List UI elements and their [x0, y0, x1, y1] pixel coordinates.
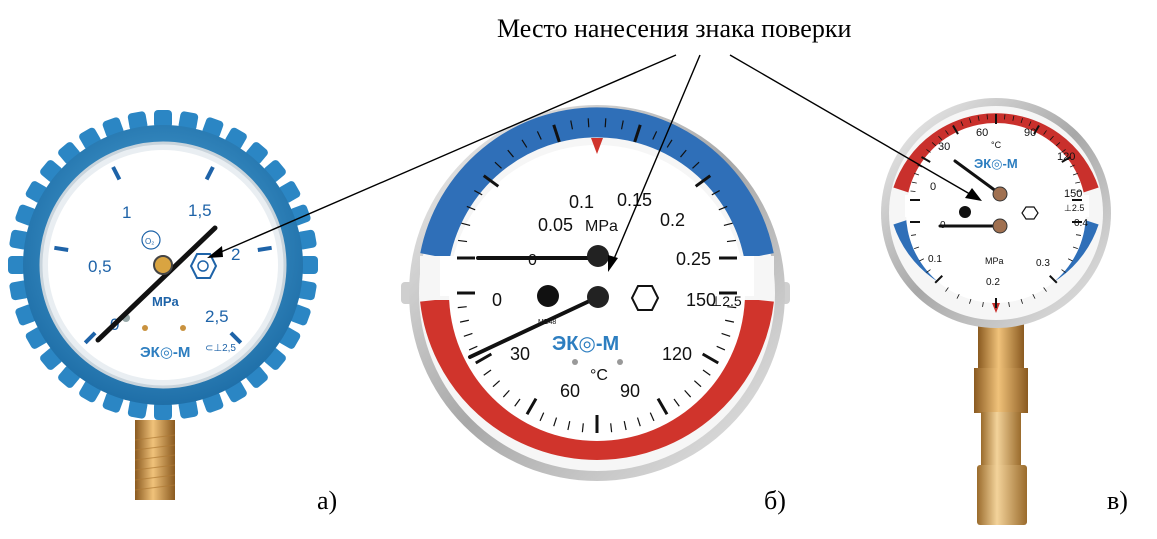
gauge-b-t-120: 120: [662, 344, 692, 364]
gauge-c-rst-emblem: [959, 206, 971, 218]
gauge-c-t-0: 0: [930, 181, 936, 193]
gauge-c-gost-emblem: [1021, 206, 1039, 220]
callout-lines: [213, 54, 976, 267]
gauge-a-brand: ЭК◎-М: [140, 344, 190, 361]
gauge-a-pivot: [153, 255, 173, 275]
gauge-b-p-0-2: 0.2: [660, 210, 685, 230]
gauge-b-pressure-unit: MPa: [585, 218, 618, 235]
gauge-b-temp-pivot: [587, 286, 609, 308]
gauge-b-temp-unit: °C: [590, 367, 608, 384]
gauge-a-oxygen-mark: [141, 230, 161, 250]
gauge-c-p-0-4: 0.4: [1074, 218, 1088, 229]
gauge-a-unit: MPa: [152, 294, 180, 309]
gauge-a: 0 0,5 1 1,5 2 2,5 O₂ MPa ЭК◎-М ⊂⊥2,5: [8, 110, 318, 500]
gauge-c-hex-nut: [978, 323, 1024, 371]
gauge-c-pressure-unit: MPa: [985, 256, 1004, 266]
gauge-b-rst-emblem: [537, 285, 559, 307]
gauge-c-brand: ЭК◎-М: [974, 156, 1018, 171]
gauge-b-red-arc: [420, 298, 774, 460]
gauge-b-brand: ЭК◎-М: [552, 333, 619, 355]
arrow-head-b: [608, 255, 618, 272]
gauge-b: 0.05 0.1 0.15 0.2 0 0.25 MPa 0 30 60 90 …: [401, 105, 790, 481]
gauge-c: 30 60 90 120 150 0 °C ЭК◎-М ⊥2.5 0 0.1 0…: [881, 98, 1111, 525]
gauge-a-gost-emblem: [189, 253, 218, 279]
gauge-b-p-0-15: 0.15: [617, 190, 652, 210]
gauge-a-needle: [95, 225, 218, 343]
gauge-a-scale-ticks: [54, 166, 272, 345]
gauge-c-pressure-pivot: [992, 218, 1008, 234]
gauge-c-temp-pivot: [992, 186, 1008, 202]
gauge-c-p-0-3: 0.3: [1036, 258, 1050, 269]
callout-line-a: [213, 54, 677, 256]
caption-a: а): [317, 486, 338, 515]
callout-title: Место нанесения знака поверки: [497, 14, 852, 43]
gauge-b-scale-ticks: [457, 118, 737, 433]
caption-c: в): [1107, 486, 1128, 515]
gauge-b-t-0: 0: [492, 290, 502, 310]
gauge-c-sleeve: [977, 465, 1027, 525]
gauge-c-thread: [981, 412, 1021, 468]
gauge-b-t-90: 90: [620, 381, 640, 401]
gauge-b-t-30: 30: [510, 344, 530, 364]
gauge-a-thread: [135, 420, 175, 500]
gauge-b-pressure-pivot: [587, 245, 609, 267]
gauge-c-temp-unit: °C: [991, 140, 1002, 150]
gauge-b-p-0: 0: [528, 252, 537, 269]
gauge-a-oxygen-text: O₂: [145, 237, 154, 246]
gauge-b-temp-needle: [468, 295, 600, 359]
arrow-head-a: [207, 246, 223, 258]
gauge-b-p-0-1: 0.1: [569, 192, 594, 212]
gauge-c-t-30: 30: [938, 141, 950, 153]
gauge-b-p-0-05: 0.05: [538, 215, 573, 235]
gauge-a-label-1: 1: [122, 203, 131, 222]
gauge-a-class-mark: ⊂⊥2,5: [205, 343, 236, 354]
gauge-a-label-0-5: 0,5: [88, 257, 112, 276]
gauge-c-temp-needle: [953, 159, 1002, 196]
gauge-c-t-60: 60: [976, 127, 988, 139]
gauge-c-t-120: 120: [1057, 151, 1075, 163]
gauge-b-class-mark: ⊥2.5: [710, 293, 742, 309]
gauge-c-p-0-2: 0.2: [986, 277, 1000, 288]
caption-b: б): [764, 486, 786, 515]
gauge-c-p-0-1: 0.1: [928, 254, 942, 265]
gauge-a-label-2-5: 2,5: [205, 307, 229, 326]
gauge-c-scale-ticks: [910, 114, 1082, 308]
gauge-b-t-150: 150: [686, 290, 716, 310]
callout-line-b: [610, 54, 701, 267]
gauge-b-blue-arc: [420, 107, 774, 259]
gauge-a-label-1-5: 1,5: [188, 201, 212, 220]
gauge-b-gost-emblem: [630, 285, 660, 311]
gauge-c-class-mark: ⊥2.5: [1064, 203, 1084, 213]
gauge-b-t-60: 60: [560, 381, 580, 401]
gauge-b-p-0-25: 0.25: [676, 249, 711, 269]
gauge-a-label-2: 2: [231, 245, 240, 264]
arrow-head-c: [965, 188, 982, 201]
callout-line-c: [729, 54, 976, 198]
gauge-c-t-150: 150: [1064, 188, 1082, 200]
gauge-c-t-90: 90: [1024, 127, 1036, 139]
